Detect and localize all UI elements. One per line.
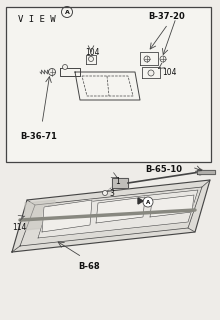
Text: 104: 104 bbox=[85, 48, 99, 57]
Text: A: A bbox=[146, 199, 150, 204]
Polygon shape bbox=[150, 195, 194, 217]
Polygon shape bbox=[96, 197, 145, 223]
Polygon shape bbox=[38, 190, 198, 238]
Polygon shape bbox=[25, 200, 55, 230]
Text: 104: 104 bbox=[162, 68, 176, 77]
Polygon shape bbox=[138, 198, 143, 204]
Text: B-65-10: B-65-10 bbox=[145, 165, 182, 174]
Bar bbox=[6, 7, 211, 162]
Text: V I E W: V I E W bbox=[18, 15, 56, 24]
Text: B-36-71: B-36-71 bbox=[20, 132, 57, 141]
Text: B-37-20: B-37-20 bbox=[148, 12, 185, 21]
Circle shape bbox=[143, 197, 153, 207]
Circle shape bbox=[160, 56, 166, 62]
Circle shape bbox=[88, 57, 94, 61]
Circle shape bbox=[197, 169, 203, 175]
Polygon shape bbox=[197, 170, 215, 174]
Text: 3: 3 bbox=[109, 188, 114, 197]
Text: 1: 1 bbox=[115, 177, 120, 186]
Circle shape bbox=[144, 56, 150, 62]
Text: A: A bbox=[64, 10, 70, 14]
Circle shape bbox=[48, 68, 55, 76]
Polygon shape bbox=[12, 180, 210, 252]
Circle shape bbox=[62, 65, 68, 69]
Polygon shape bbox=[42, 200, 92, 232]
Circle shape bbox=[103, 190, 108, 196]
Text: 114: 114 bbox=[12, 223, 26, 232]
Circle shape bbox=[148, 70, 154, 76]
Polygon shape bbox=[112, 178, 128, 188]
Text: B-68: B-68 bbox=[78, 262, 100, 271]
